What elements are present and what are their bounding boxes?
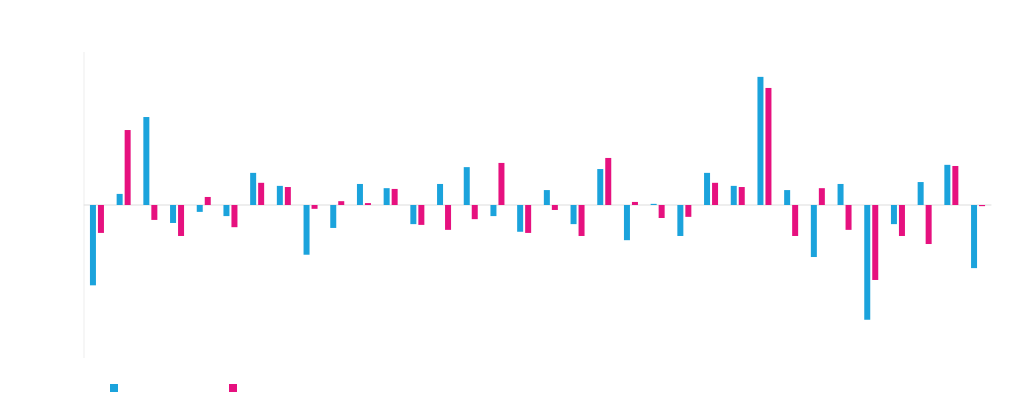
bar [437,183,444,205]
bar [658,205,665,219]
bar [704,172,711,205]
bar [551,205,558,210]
bar [151,205,158,220]
legend-swatch [229,384,237,392]
bar [898,205,905,236]
bar [410,205,417,225]
bar [792,205,799,236]
bar [650,203,657,205]
bar [490,205,497,217]
bar [303,205,310,255]
bar [178,205,185,236]
bar [204,196,211,205]
bar [471,205,478,220]
bar [570,205,577,225]
bar [311,205,318,209]
bar [383,188,390,205]
bar [597,169,604,205]
bar [276,185,283,205]
bar [925,205,932,245]
bar [730,185,737,205]
bar [631,201,638,205]
bar [124,130,131,205]
bar [757,76,764,205]
bar [250,172,257,205]
bar [391,188,398,205]
bar [463,167,470,205]
bar [143,117,150,205]
bar [196,205,203,212]
bar [170,205,177,223]
bar [284,187,291,205]
bar [979,205,986,207]
bar [525,205,532,233]
bar [685,205,692,217]
bar [623,205,630,241]
bar [765,87,772,205]
bar [971,205,978,269]
bar [338,201,345,205]
bar [97,205,104,233]
bar [418,205,425,225]
bar [605,157,612,205]
bar [810,205,817,258]
bar [364,203,371,205]
bar [818,188,825,205]
bar [445,205,452,230]
bar [872,205,879,280]
bar [330,205,337,228]
bar [356,183,363,205]
bar [543,190,550,205]
bar [738,187,745,205]
bar [116,193,123,205]
bar [223,205,230,217]
bar [784,190,791,205]
bar [944,164,951,205]
bar [517,205,524,232]
bar [578,205,585,236]
legend-swatch [110,384,118,392]
bar [89,205,96,286]
bar [258,182,265,205]
bar [845,205,852,230]
bar [864,205,871,320]
bar [890,205,897,225]
bar [231,205,238,228]
bar [952,165,959,205]
bar [677,205,684,236]
bar [712,182,719,205]
bar [837,183,844,205]
bar [498,162,505,205]
bar [917,182,924,205]
